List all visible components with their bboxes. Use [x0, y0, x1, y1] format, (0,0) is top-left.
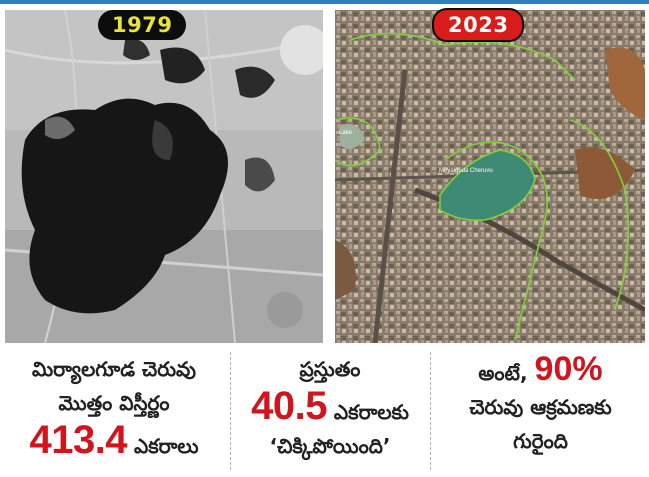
map-label-lake: Miryalguda Cheruvu: [439, 168, 493, 174]
year-badge-1979: 1979: [98, 10, 187, 40]
year-badge-2023: 2023: [432, 8, 525, 42]
stat-2-line3: ‘చిక్కిపోయింది’: [269, 434, 391, 458]
stat-1-unit: ఎకరాలు: [127, 434, 199, 458]
stat-2-value: 40.5: [251, 384, 327, 428]
stat-3-line2: చెరువు ఆక్రమణకు: [469, 395, 612, 419]
stat-1-value-line: 413.4 ఎకరాలు: [0, 420, 228, 463]
stat-total-area: మిర్యాలగూడ చెరువు మొత్తం విస్తీర్ణం 413.…: [0, 352, 228, 463]
stat-3-prefix: అంటే,: [478, 361, 535, 385]
stat-1-line1: మిర్యాలగూడ చెరువు: [32, 357, 196, 381]
stat-3-value-line: అంటే, 90%: [432, 352, 649, 390]
aerial-photo-2023: Miryalguda Cheruvu Lake: [335, 10, 645, 343]
stat-1-value: 413.4: [29, 418, 128, 462]
stat-2-unit: ఎకరాలకు: [326, 400, 409, 424]
stat-encroachment: అంటే, 90% చెరువు ఆక్రమణకు గురైంది: [432, 352, 649, 458]
top-accent-line: [0, 0, 649, 4]
divider-2: [430, 352, 431, 470]
map-label-left-lake: Lake: [339, 130, 353, 136]
stat-1-line2: మొత్తం విస్తీర్ణం: [58, 391, 170, 415]
aerial-photo-1979: [5, 10, 323, 343]
divider-1: [230, 352, 231, 470]
stat-2-value-line: 40.5 ఎకరాలకు: [232, 386, 428, 429]
stat-current-area: ప్రస్తుతం 40.5 ఎకరాలకు ‘చిక్కిపోయింది’: [232, 352, 428, 463]
stat-3-line3: గురైంది: [513, 429, 568, 453]
stat-2-line1: ప్రస్తుతం: [299, 357, 361, 381]
stat-3-value: 90%: [534, 350, 603, 388]
